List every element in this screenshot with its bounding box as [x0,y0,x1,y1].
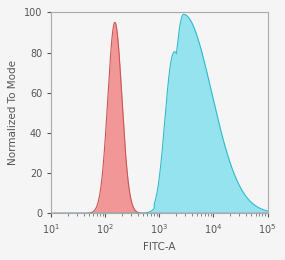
Y-axis label: Normalized To Mode: Normalized To Mode [8,60,18,165]
X-axis label: FITC-A: FITC-A [143,242,176,252]
